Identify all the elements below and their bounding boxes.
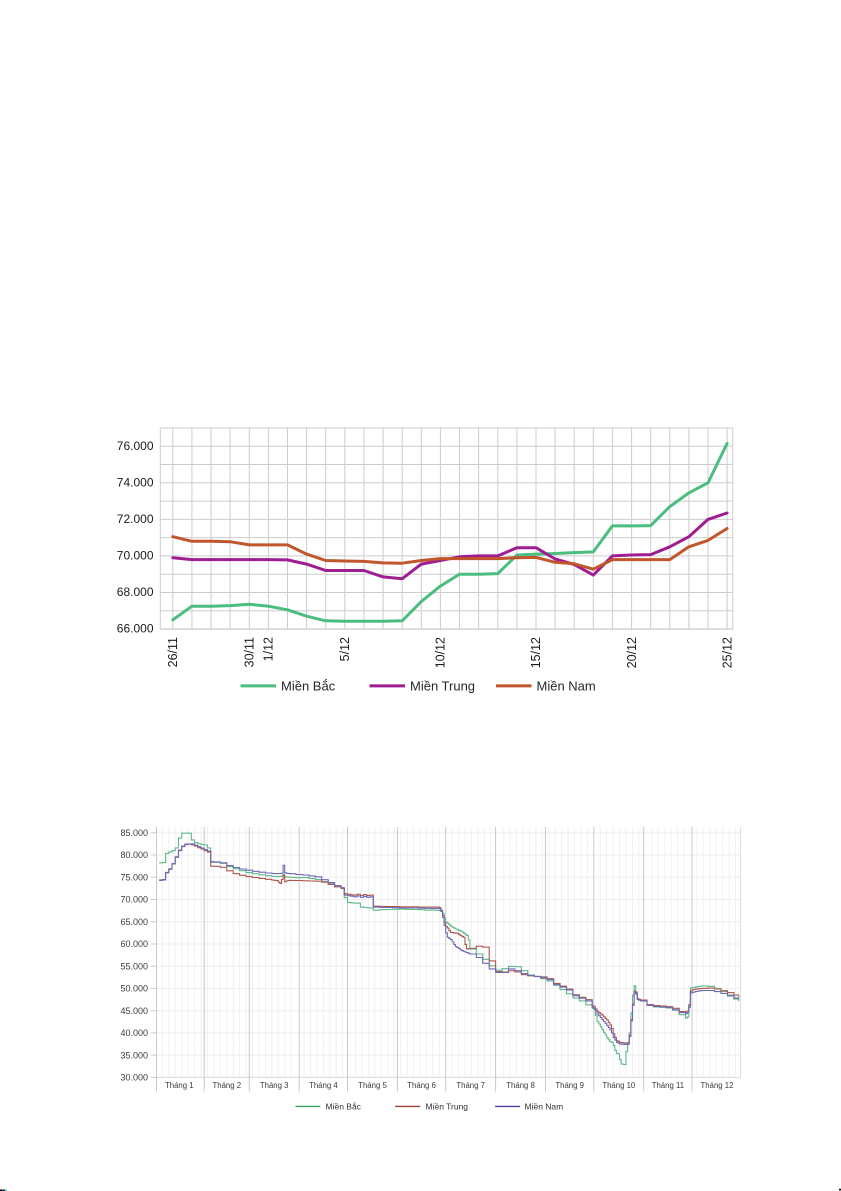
- svg-text:35.000: 35.000: [120, 1050, 148, 1060]
- svg-text:26/11: 26/11: [166, 637, 180, 667]
- svg-text:5/12: 5/12: [338, 637, 352, 661]
- svg-text:Tháng 11: Tháng 11: [652, 1081, 684, 1090]
- svg-text:60.000: 60.000: [120, 939, 148, 949]
- svg-text:Tháng 3: Tháng 3: [260, 1081, 289, 1090]
- svg-text:Tháng 8: Tháng 8: [506, 1081, 535, 1090]
- svg-text:10/12: 10/12: [434, 637, 448, 668]
- svg-text:68.000: 68.000: [117, 585, 154, 599]
- svg-text:80.000: 80.000: [120, 850, 148, 860]
- svg-text:Tháng 10: Tháng 10: [602, 1081, 636, 1090]
- svg-text:25/12: 25/12: [720, 637, 734, 668]
- svg-text:30.000: 30.000: [120, 1073, 148, 1083]
- svg-text:76.000: 76.000: [117, 439, 154, 453]
- svg-text:50.000: 50.000: [120, 984, 148, 994]
- svg-text:70.000: 70.000: [117, 549, 154, 563]
- svg-text:55.000: 55.000: [120, 961, 148, 971]
- svg-text:Tháng 5: Tháng 5: [358, 1081, 387, 1090]
- svg-text:1/12: 1/12: [262, 637, 276, 661]
- svg-text:72.000: 72.000: [117, 512, 154, 526]
- svg-text:Miền Bắc: Miền Bắc: [281, 678, 336, 693]
- svg-text:Tháng 12: Tháng 12: [701, 1081, 734, 1090]
- svg-text:15/12: 15/12: [529, 637, 543, 668]
- svg-text:65.000: 65.000: [120, 917, 148, 927]
- svg-text:Miền Bắc: Miền Bắc: [326, 1102, 362, 1112]
- svg-text:85.000: 85.000: [120, 828, 148, 838]
- svg-text:30/11: 30/11: [243, 637, 257, 667]
- svg-text:66.000: 66.000: [117, 622, 154, 636]
- svg-text:Tháng 9: Tháng 9: [555, 1081, 584, 1090]
- svg-text:70.000: 70.000: [120, 895, 148, 905]
- svg-text:Tháng 1: Tháng 1: [165, 1081, 194, 1090]
- svg-text:75.000: 75.000: [120, 873, 148, 883]
- svg-text:74.000: 74.000: [117, 476, 154, 490]
- svg-text:20/12: 20/12: [625, 637, 639, 668]
- svg-text:Miền Nam: Miền Nam: [537, 678, 596, 693]
- svg-text:Miền Nam: Miền Nam: [525, 1102, 564, 1112]
- svg-text:45.000: 45.000: [120, 1006, 148, 1016]
- svg-text:Tháng 4: Tháng 4: [309, 1081, 338, 1090]
- svg-text:Tháng 2: Tháng 2: [212, 1081, 241, 1090]
- svg-text:Tháng 7: Tháng 7: [456, 1081, 485, 1090]
- svg-text:40.000: 40.000: [120, 1028, 148, 1038]
- svg-text:Tháng 6: Tháng 6: [407, 1081, 436, 1090]
- svg-text:Miền Trung: Miền Trung: [426, 1102, 469, 1112]
- svg-text:Miền Trung: Miền Trung: [410, 678, 475, 693]
